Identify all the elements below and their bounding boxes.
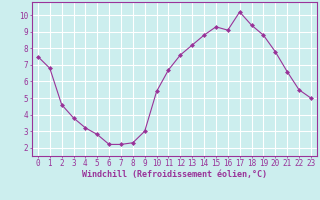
X-axis label: Windchill (Refroidissement éolien,°C): Windchill (Refroidissement éolien,°C) [82,170,267,179]
